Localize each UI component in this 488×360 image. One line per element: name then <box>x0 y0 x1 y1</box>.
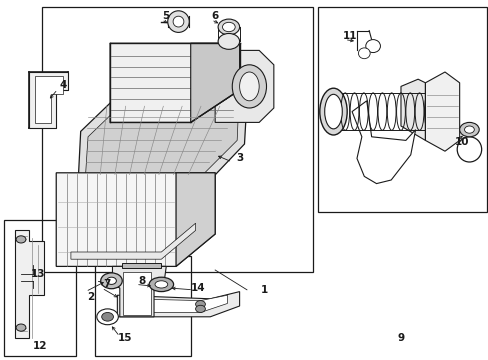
Bar <box>95 256 190 356</box>
Polygon shape <box>190 43 239 122</box>
Text: 5: 5 <box>163 11 169 21</box>
Polygon shape <box>117 292 239 317</box>
Ellipse shape <box>149 277 173 292</box>
Ellipse shape <box>102 312 113 321</box>
Ellipse shape <box>173 16 183 27</box>
Bar <box>4 220 76 356</box>
Ellipse shape <box>365 40 380 53</box>
Ellipse shape <box>324 94 342 129</box>
Text: 1: 1 <box>260 285 267 295</box>
Ellipse shape <box>456 137 481 162</box>
Polygon shape <box>215 50 273 122</box>
Text: 9: 9 <box>397 333 404 343</box>
Ellipse shape <box>239 72 259 101</box>
Polygon shape <box>110 43 239 122</box>
Ellipse shape <box>126 297 136 304</box>
Polygon shape <box>56 173 215 266</box>
Ellipse shape <box>358 48 369 59</box>
Text: 15: 15 <box>117 333 132 343</box>
Text: 8: 8 <box>138 276 145 286</box>
Text: 10: 10 <box>454 137 468 147</box>
Text: 3: 3 <box>236 153 243 163</box>
Ellipse shape <box>155 281 167 288</box>
Polygon shape <box>35 76 62 123</box>
Polygon shape <box>351 101 415 184</box>
Ellipse shape <box>459 122 478 137</box>
Text: 6: 6 <box>211 11 218 21</box>
Polygon shape <box>85 106 238 175</box>
Ellipse shape <box>464 126 473 133</box>
Ellipse shape <box>218 33 239 49</box>
Ellipse shape <box>126 301 136 308</box>
Text: 13: 13 <box>31 269 45 279</box>
Text: 7: 7 <box>102 279 110 289</box>
Polygon shape <box>71 223 195 259</box>
Polygon shape <box>400 79 425 140</box>
Polygon shape <box>78 101 246 180</box>
Ellipse shape <box>167 11 189 32</box>
Ellipse shape <box>218 19 239 35</box>
Text: 4: 4 <box>60 80 67 90</box>
Ellipse shape <box>97 309 118 325</box>
Ellipse shape <box>195 301 205 308</box>
Polygon shape <box>127 295 227 312</box>
Polygon shape <box>29 72 68 128</box>
Ellipse shape <box>195 305 205 312</box>
Polygon shape <box>123 272 150 315</box>
Ellipse shape <box>222 22 235 32</box>
Polygon shape <box>112 266 166 317</box>
Polygon shape <box>425 72 459 151</box>
Bar <box>317 7 486 212</box>
Ellipse shape <box>106 277 116 284</box>
Polygon shape <box>15 230 44 338</box>
Ellipse shape <box>16 236 26 243</box>
Ellipse shape <box>319 88 346 135</box>
Text: 2: 2 <box>87 292 94 302</box>
Polygon shape <box>122 263 161 268</box>
Ellipse shape <box>16 324 26 331</box>
Text: 14: 14 <box>190 283 205 293</box>
Text: 11: 11 <box>342 31 356 41</box>
Polygon shape <box>176 173 215 266</box>
Text: 12: 12 <box>33 341 47 351</box>
Ellipse shape <box>101 273 122 289</box>
Ellipse shape <box>232 65 266 108</box>
Bar <box>41 7 312 272</box>
